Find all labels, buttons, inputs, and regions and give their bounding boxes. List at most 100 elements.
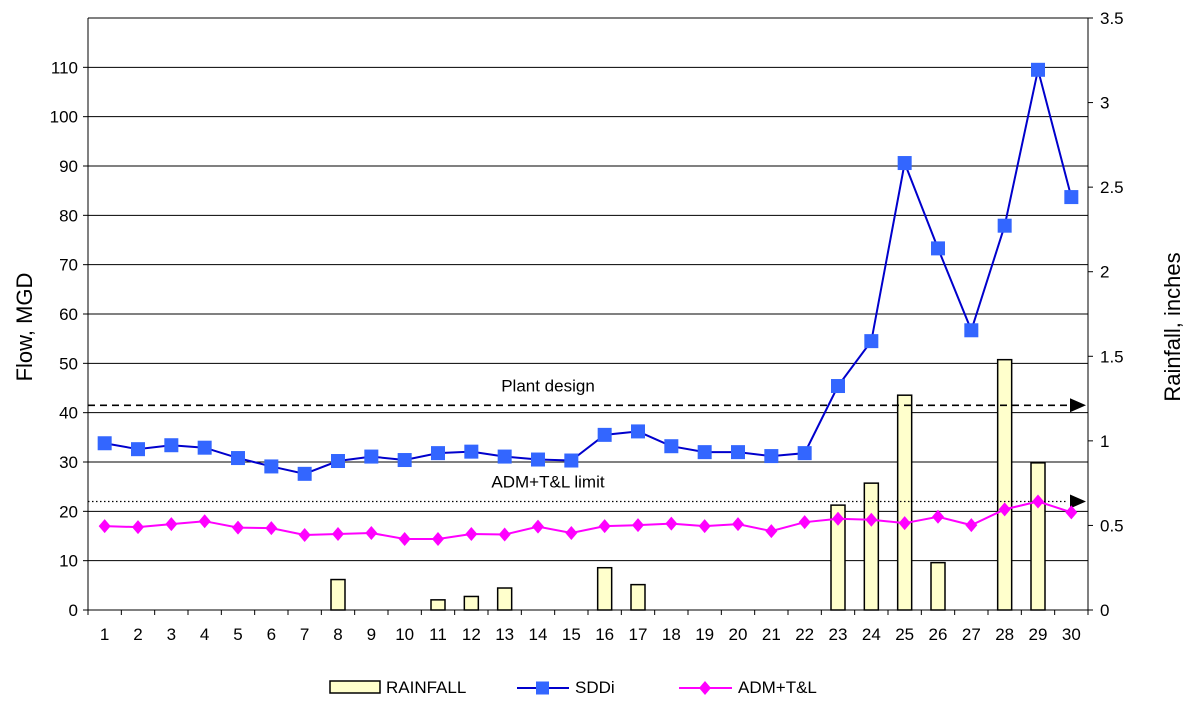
series-markers [97,62,1079,546]
x-tick-label: 24 [862,625,881,644]
sddi-point [1031,62,1045,77]
sddi-point [731,445,745,460]
y-left-tick-label: 10 [59,552,78,571]
y-right-tick-label: 3 [1100,94,1109,113]
y-right-tick-label: 2 [1100,263,1109,282]
legend-marker-adm [699,681,711,695]
adm-point [732,517,744,532]
x-tick-label: 10 [395,625,414,644]
adm-point [198,514,211,529]
x-tick-label: 4 [200,625,209,644]
sddi-point [797,446,812,461]
sddi-point [964,323,979,338]
sddi-point [1064,190,1079,205]
sddi-point [431,446,445,461]
sddi-point [464,444,479,459]
reference-line-label: ADM+T&L limit [491,472,604,491]
sddi-point [764,449,779,464]
adm-point [565,526,578,541]
x-tick-label: 9 [367,625,376,644]
x-tick-label: 8 [333,625,342,644]
rainfall-bar [496,587,513,611]
rainfall-bar [1030,462,1046,611]
adm-point [665,516,678,531]
y-axis-left-label: Flow, MGD [12,273,37,382]
x-tick-label: 18 [662,625,681,644]
y-right-tick-label: 2.5 [1100,178,1124,197]
sddi-point [531,452,545,467]
rainfall-bar [596,566,613,611]
adm-point [532,519,544,534]
rainfall-bar [630,583,646,611]
axes: 010203040506070809010011000.511.522.533.… [50,9,1124,644]
sddi-point [631,424,645,439]
sddi-point [264,459,279,474]
x-tick-label: 1 [100,625,109,644]
x-tick-label: 27 [962,625,981,644]
adm-point [465,527,478,542]
adm-point [332,527,344,542]
adm-point [898,516,911,531]
x-tick-label: 19 [695,625,714,644]
reference-line-label: Plant design [501,376,595,395]
y-left-tick-label: 80 [59,206,78,225]
sddi-point [497,449,512,464]
x-tick-label: 3 [167,625,176,644]
rainfall-bars [330,358,1046,611]
adm-point [965,518,978,533]
x-tick-label: 26 [929,625,948,644]
sddi-point [597,427,612,442]
sddi-point [297,466,312,481]
legend-label-rainfall: RAINFALL [386,678,466,697]
adm-point [265,521,278,536]
adm-point [1032,494,1044,509]
reference-lines: Plant design ADM+T&L limit [88,376,1086,509]
y-left-tick-label: 20 [59,502,78,521]
adm-point [698,519,711,534]
sddi-point [697,445,712,460]
sddi-point [97,436,112,451]
legend-marker-sddi [536,681,549,695]
x-tick-label: 20 [729,625,748,644]
x-tick-label: 11 [429,625,447,644]
series-lines [104,69,1073,540]
adm-point [865,512,878,527]
x-tick-label: 2 [133,625,142,644]
adm-point [132,520,144,535]
x-tick-label: 22 [795,625,814,644]
reference-arrow [1070,494,1086,509]
rainfall-bar [896,394,913,611]
x-tick-label: 6 [267,625,276,644]
x-tick-label: 23 [829,625,848,644]
sddi-point [331,454,345,469]
x-tick-label: 5 [233,625,242,644]
axis-labels: Flow, MGD Rainfall, inches [12,252,1185,401]
sddi-point [131,442,145,457]
sddi-point [997,218,1012,233]
y-left-tick-label: 0 [69,601,78,620]
reference-arrow [1070,398,1086,413]
x-tick-label: 25 [895,625,914,644]
rainfall-bar [430,599,446,611]
y-left-tick-label: 70 [59,256,78,275]
y-left-tick-label: 110 [51,58,78,77]
rainfall-bar [463,595,480,611]
y-left-tick-label: 90 [59,157,78,176]
sddi-point [864,334,879,349]
adm-point [632,518,644,533]
x-tick-label: 30 [1062,625,1081,644]
y-left-tick-label: 50 [59,354,78,373]
adm-point [432,531,444,546]
x-tick-label: 17 [629,625,648,644]
adm-point [98,519,111,534]
adm-point [232,520,244,535]
legend-label-adm: ADM+T&L [738,678,817,697]
y-left-tick-label: 30 [59,453,78,472]
legend: RAINFALL SDDi ADM+T&L [329,678,817,697]
rainfall-bar [930,561,946,611]
adm-point [932,509,944,524]
adm-point [165,517,178,532]
adm-point [1065,505,1078,520]
x-tick-label: 21 [762,625,781,644]
